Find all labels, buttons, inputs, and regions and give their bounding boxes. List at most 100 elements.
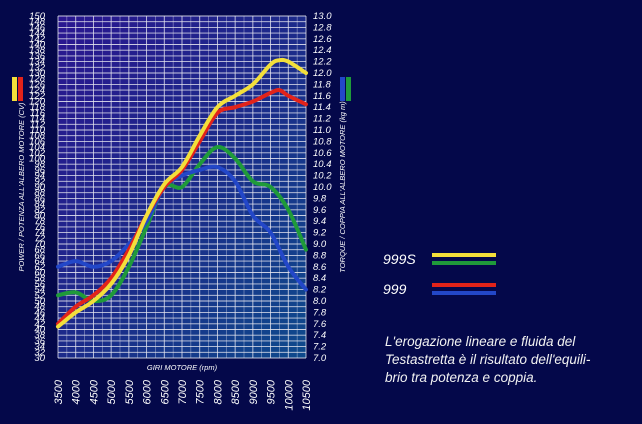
- x-tick-label: 9500: [266, 379, 278, 404]
- left-tick-label: 146: [29, 22, 46, 33]
- left-tick-label: 72: [34, 233, 45, 244]
- right-tick-label: 10.2: [313, 171, 332, 182]
- left-tick-label: 138: [29, 45, 46, 56]
- axis-color-marker: [346, 77, 351, 101]
- right-tick-label: 12.2: [313, 57, 332, 68]
- right-axis-label: TORQUE / COPPIA ALL'ALBERO MOTORE (kg m): [338, 101, 347, 273]
- left-tick-label: 50: [34, 296, 45, 307]
- right-tick-label: 9.6: [313, 205, 327, 216]
- x-tick-label: 10000: [283, 379, 295, 410]
- left-tick-label: 48: [34, 302, 45, 313]
- left-tick-label: 56: [34, 279, 45, 290]
- right-tick-label: 7.0: [313, 353, 327, 364]
- left-tick-label: 94: [34, 171, 45, 182]
- legend-label-999s: 999S: [383, 251, 416, 267]
- right-tick-label: 8.2: [313, 285, 327, 296]
- x-tick-label: 8500: [230, 379, 242, 404]
- left-tick-label: 134: [29, 57, 45, 68]
- left-axis-ticks: 3032343638404244464850525456586062646668…: [29, 11, 46, 364]
- legend-swatch-power: [432, 283, 496, 287]
- legend-swatch-power: [432, 253, 496, 257]
- right-tick-label: 12.8: [313, 22, 332, 33]
- left-tick-label: 54: [34, 285, 45, 296]
- left-tick-label: 112: [30, 119, 46, 130]
- curves: [56, 57, 308, 329]
- x-tick-label: 4500: [88, 379, 100, 404]
- right-tick-label: 8.4: [313, 273, 326, 284]
- left-tick-label: 120: [29, 97, 46, 108]
- left-tick-label: 150: [29, 11, 46, 22]
- right-tick-label: 12.4: [313, 45, 332, 56]
- left-tick-label: 46: [34, 307, 45, 318]
- legend: 999S 999: [383, 251, 496, 297]
- curve-999-power: [56, 88, 308, 326]
- right-tick-label: 9.0: [313, 239, 327, 250]
- axis-color-marker: [340, 77, 345, 101]
- left-tick-label: 98: [34, 159, 45, 170]
- left-tick-label: 92: [34, 176, 45, 187]
- x-tick-label: 9000: [248, 379, 260, 404]
- left-tick-label: 102: [29, 148, 46, 159]
- right-tick-label: 7.2: [313, 342, 327, 353]
- x-tick-label: 7500: [195, 379, 207, 404]
- axis-color-marker: [12, 77, 17, 101]
- right-axis-ticks: 7.07.27.47.67.88.08.28.48.68.89.09.29.49…: [313, 11, 332, 364]
- right-tick-label: 12.0: [313, 68, 332, 79]
- right-tick-label: 11.6: [313, 91, 332, 102]
- x-tick-label: 5500: [124, 379, 136, 404]
- right-tick-label: 8.6: [313, 262, 327, 273]
- left-tick-label: 66: [34, 250, 45, 261]
- right-tick-label: 8.8: [313, 250, 327, 261]
- left-tick-label: 70: [34, 239, 45, 250]
- left-tick-label: 52: [34, 290, 45, 301]
- left-tick-label: 36: [34, 336, 45, 347]
- right-tick-label: 9.8: [313, 193, 327, 204]
- x-tick-label: 3500: [53, 379, 65, 404]
- curve-999s-torque: [56, 145, 308, 304]
- axis-color-marker: [18, 77, 23, 101]
- left-tick-label: 100: [29, 154, 46, 165]
- x-axis-ticks: 3500 4000 4500 5000 5500 6000 6500 7000 7500 8000…: [53, 379, 313, 410]
- left-tick-label: 84: [34, 199, 45, 210]
- x-axis-label: GIRI MOTORE (rpm): [147, 363, 218, 372]
- right-tick-label: 12.6: [313, 34, 332, 45]
- left-tick-label: 108: [29, 131, 46, 142]
- grid: [57, 15, 307, 359]
- left-tick-label: 114: [30, 114, 45, 125]
- axis-color-markers: [12, 77, 351, 101]
- left-tick-label: 68: [34, 245, 45, 256]
- left-tick-label: 40: [34, 325, 45, 336]
- left-tick-label: 76: [34, 222, 45, 233]
- left-tick-label: 38: [34, 330, 45, 341]
- left-tick-label: 96: [34, 165, 45, 176]
- x-tick-label: 6500: [159, 379, 171, 404]
- x-tick-label: 5000: [106, 379, 118, 404]
- right-tick-label: 7.4: [313, 330, 326, 341]
- left-tick-label: 124: [29, 85, 45, 96]
- right-tick-label: 11.0: [313, 125, 332, 136]
- left-tick-label: 106: [29, 136, 46, 147]
- left-tick-label: 110: [30, 125, 46, 136]
- left-tick-label: 140: [29, 40, 46, 51]
- x-tick-label: 7000: [177, 379, 189, 404]
- left-tick-label: 142: [29, 34, 46, 45]
- left-tick-label: 104: [29, 142, 45, 153]
- left-tick-label: 78: [34, 216, 45, 227]
- left-tick-label: 74: [34, 228, 45, 239]
- left-axis-label: POWER / POTENZA ALL'ALBERO MOTORE (CV): [17, 102, 26, 272]
- left-tick-label: 116: [30, 108, 46, 119]
- left-tick-label: 64: [34, 256, 45, 267]
- curve-999-torque: [56, 164, 308, 292]
- left-tick-label: 30: [34, 353, 45, 364]
- left-tick-label: 136: [29, 51, 46, 62]
- left-tick-label: 86: [34, 193, 45, 204]
- right-tick-label: 10.6: [313, 148, 332, 159]
- x-tick-label: 4000: [71, 379, 83, 404]
- right-tick-label: 11.2: [313, 114, 332, 125]
- left-tick-label: 80: [34, 211, 45, 222]
- left-tick-label: 122: [29, 91, 46, 102]
- left-tick-label: 126: [29, 79, 46, 90]
- x-tick-label: 10500: [301, 379, 313, 410]
- x-tick-label: 8000: [212, 379, 224, 404]
